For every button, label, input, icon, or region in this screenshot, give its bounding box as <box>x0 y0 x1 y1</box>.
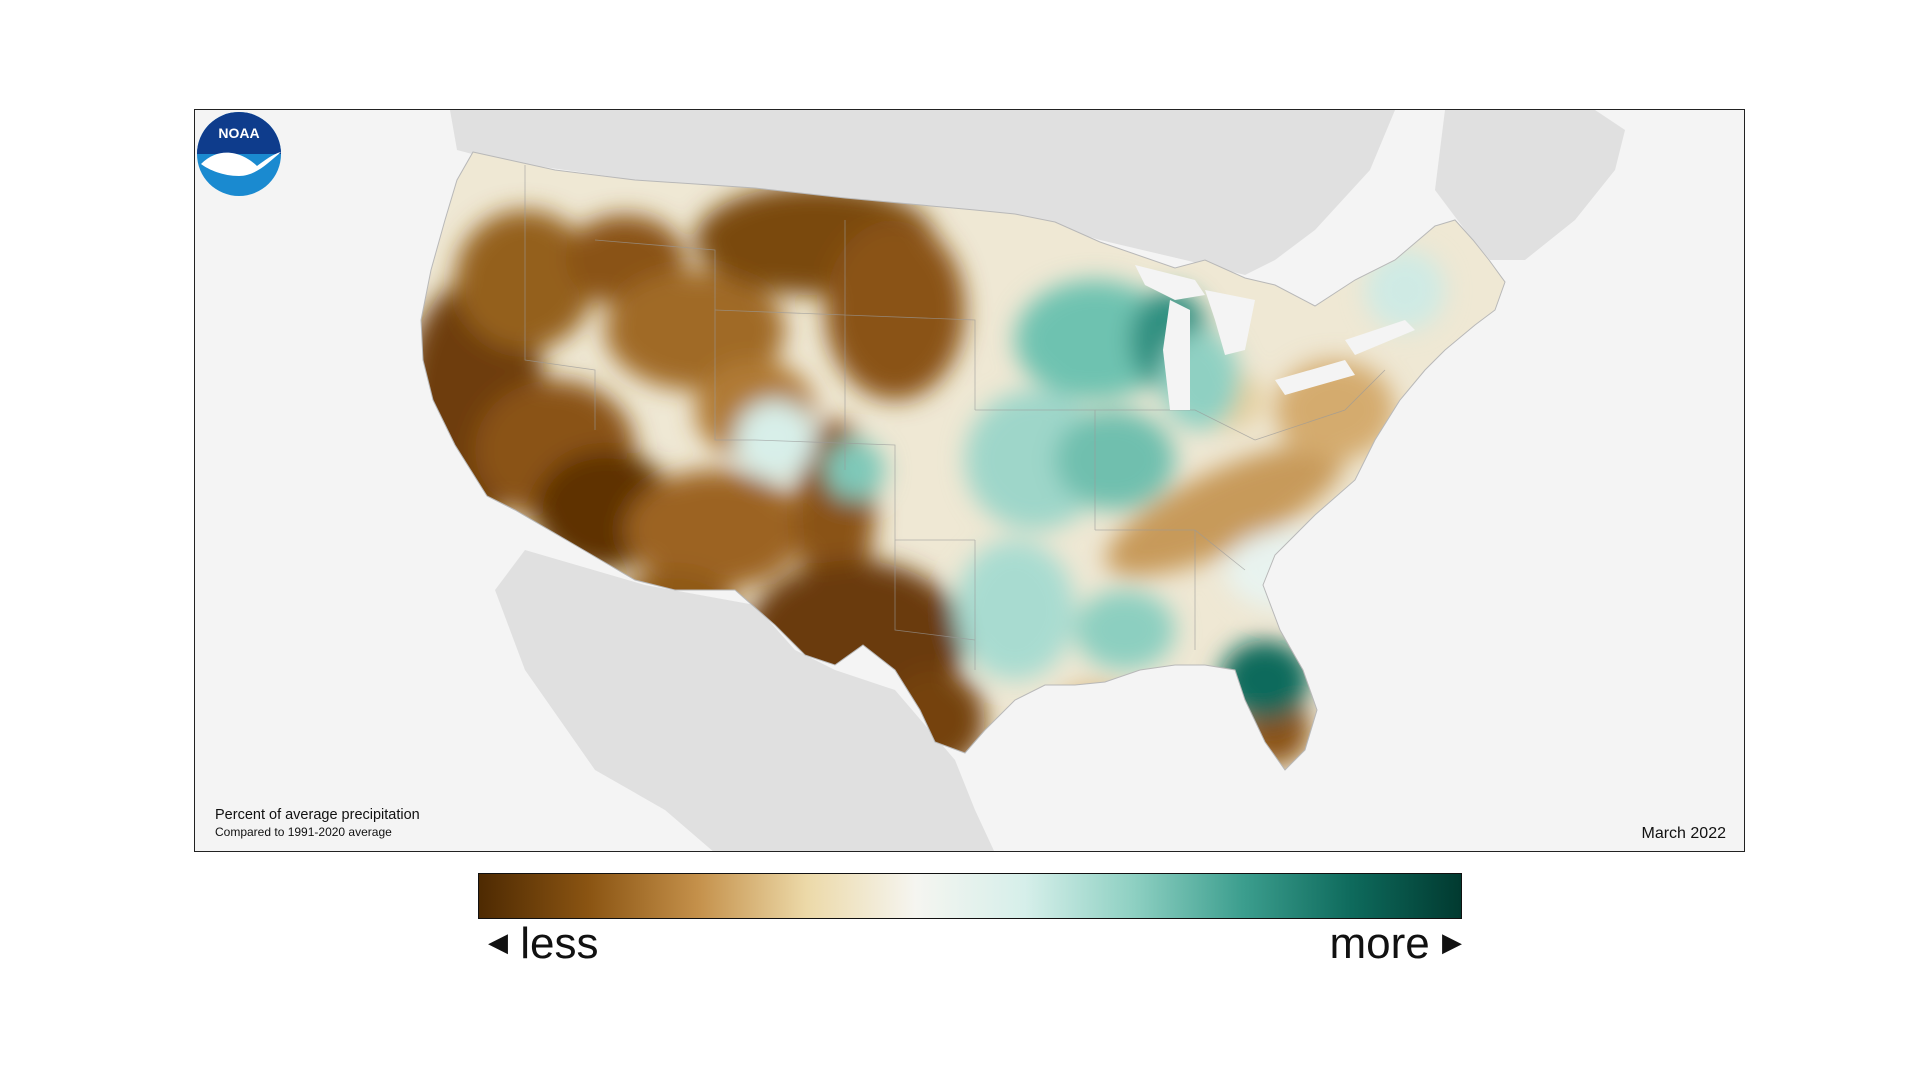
noaa-logo: NOAA <box>197 112 281 196</box>
date-label: March 2022 <box>1641 825 1727 842</box>
great-lakes <box>1135 265 1415 410</box>
caption-subtitle: Compared to 1991-2020 average <box>215 825 392 839</box>
noaa-logo-text: NOAA <box>218 125 259 141</box>
right-arrow-icon: ▶ <box>1442 927 1462 958</box>
legend-more: more ▶ <box>1330 916 1462 974</box>
map-frame: NOAA Percent of average precipitation Co… <box>194 109 1745 852</box>
legend-less: ◀ less <box>488 916 598 974</box>
legend-more-label: more <box>1329 919 1430 968</box>
surrounding-land <box>450 110 1625 851</box>
map-caption: Percent of average precipitation Compare… <box>215 807 420 839</box>
caption-title: Percent of average precipitation <box>215 807 420 823</box>
state-boundaries <box>524 165 1386 670</box>
us-outline <box>420 151 1506 771</box>
left-arrow-icon: ◀ <box>488 927 508 958</box>
legend-less-label: less <box>520 919 599 968</box>
precipitation-map <box>420 110 1625 851</box>
legend-gradient-bar <box>478 873 1462 919</box>
